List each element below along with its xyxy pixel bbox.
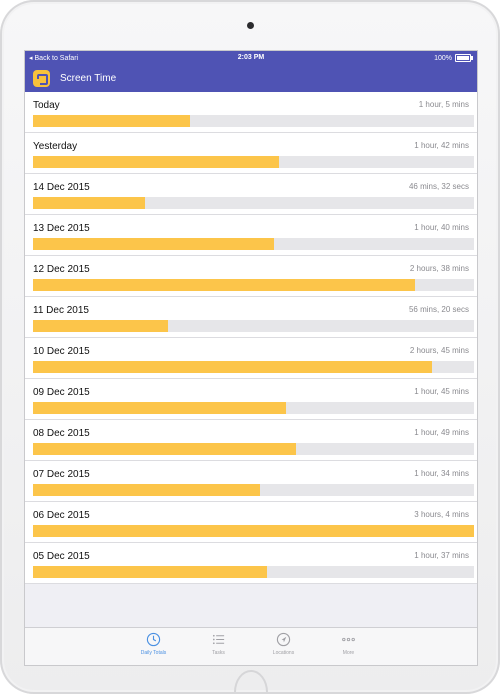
usage-bar-fill — [33, 156, 279, 168]
usage-bar-fill — [33, 197, 145, 209]
row-date: 06 Dec 2015 — [33, 510, 90, 521]
daily-total-row[interactable]: 05 Dec 2015 1 hour, 37 mins — [25, 543, 477, 584]
daily-total-row[interactable]: Yesterday 1 hour, 42 mins — [25, 133, 477, 174]
daily-total-row[interactable]: Today 1 hour, 5 mins — [25, 92, 477, 133]
usage-bar-fill — [33, 115, 190, 127]
tab-label: Tasks — [212, 650, 225, 656]
usage-bar-track — [33, 197, 474, 209]
home-button[interactable] — [234, 670, 268, 692]
row-date: Today — [33, 100, 60, 111]
row-duration: 3 hours, 4 mins — [414, 510, 469, 519]
row-duration: 1 hour, 34 mins — [414, 469, 469, 478]
usage-bar-track — [33, 443, 474, 455]
row-date: 05 Dec 2015 — [33, 551, 90, 562]
tab-tasks[interactable]: Tasks — [186, 628, 251, 665]
status-time: 2:03 PM — [237, 54, 265, 61]
row-duration: 1 hour, 40 mins — [414, 223, 469, 232]
screen-time-app-icon — [33, 70, 50, 87]
daily-total-row[interactable]: 07 Dec 2015 1 hour, 34 mins — [25, 461, 477, 502]
usage-bar-track — [33, 361, 474, 373]
daily-total-row[interactable]: 08 Dec 2015 1 hour, 49 mins — [25, 420, 477, 461]
row-duration: 46 mins, 32 secs — [408, 182, 469, 191]
back-to-safari-link[interactable]: ◂ Back to Safari — [29, 54, 79, 63]
daily-total-row[interactable]: 13 Dec 2015 1 hour, 40 mins — [25, 215, 477, 256]
page-title: Screen Time — [60, 73, 117, 84]
battery-percent: 100% — [434, 54, 452, 62]
daily-totals-list: Today 1 hour, 5 mins Yesterday 1 hour, 42 m… — [25, 92, 477, 584]
usage-bar-track — [33, 238, 474, 250]
row-duration: 56 mins, 20 secs — [408, 305, 469, 314]
row-duration: 1 hour, 49 mins — [414, 428, 469, 437]
status-bar: ◂ Back to Safari 2:03 PM 100% — [25, 51, 477, 65]
tab-bar: Daily Totals Tasks Locations — [25, 627, 477, 665]
daily-total-row[interactable]: 09 Dec 2015 1 hour, 45 mins — [25, 379, 477, 420]
usage-bar-track — [33, 566, 474, 578]
tab-daily-totals[interactable]: Daily Totals — [121, 628, 186, 665]
row-date: 10 Dec 2015 — [33, 346, 90, 357]
row-date: 14 Dec 2015 — [33, 182, 90, 193]
daily-total-row[interactable]: 06 Dec 2015 3 hours, 4 mins — [25, 502, 477, 543]
row-duration: 2 hours, 38 mins — [409, 264, 469, 273]
usage-bar-track — [33, 115, 474, 127]
usage-bar-fill — [33, 525, 474, 537]
tab-label: Locations — [272, 650, 295, 656]
usage-bar-fill — [33, 279, 415, 291]
nav-bar: Screen Time — [25, 65, 477, 92]
usage-bar-track — [33, 156, 474, 168]
row-date: 11 Dec 2015 — [33, 305, 89, 316]
tab-label: More — [342, 650, 355, 656]
list-icon — [212, 634, 225, 645]
usage-bar-fill — [33, 361, 432, 373]
daily-total-row[interactable]: 11 Dec 2015 56 mins, 20 secs — [25, 297, 477, 338]
usage-bar-fill — [33, 443, 296, 455]
usage-bar-fill — [33, 238, 275, 250]
row-date: 07 Dec 2015 — [33, 469, 90, 480]
location-arrow-icon — [276, 632, 291, 647]
row-date: 09 Dec 2015 — [33, 387, 90, 398]
tab-label: Daily Totals — [140, 650, 167, 656]
row-duration: 2 hours, 45 mins — [409, 346, 469, 355]
back-chevron-icon: ◂ — [29, 55, 33, 62]
usage-bar-fill — [33, 566, 267, 578]
usage-bar-track — [33, 484, 474, 496]
usage-bar-fill — [33, 320, 168, 332]
row-duration: 1 hour, 37 mins — [414, 551, 469, 560]
usage-bar-fill — [33, 402, 287, 414]
daily-total-row[interactable]: 10 Dec 2015 2 hours, 45 mins — [25, 338, 477, 379]
tab-locations[interactable]: Locations — [251, 628, 316, 665]
usage-bar-track — [33, 402, 474, 414]
more-dots-icon — [342, 637, 355, 642]
tab-more[interactable]: More — [316, 628, 381, 665]
camera — [247, 22, 254, 29]
battery-icon — [455, 54, 473, 62]
usage-bar-track — [33, 279, 474, 291]
row-date: 08 Dec 2015 — [33, 428, 90, 439]
clock-icon — [146, 632, 161, 647]
daily-total-row[interactable]: 12 Dec 2015 2 hours, 38 mins — [25, 256, 477, 297]
daily-total-row[interactable]: 14 Dec 2015 46 mins, 32 secs — [25, 174, 477, 215]
back-label: Back to Safari — [34, 54, 79, 62]
row-duration: 1 hour, 42 mins — [414, 141, 469, 150]
battery-indicator: 100% — [434, 54, 473, 62]
screen: ◂ Back to Safari 2:03 PM 100% Screen Tim… — [24, 50, 478, 666]
row-duration: 1 hour, 45 mins — [414, 387, 469, 396]
usage-bar-track — [33, 320, 474, 332]
usage-bar-fill — [33, 484, 260, 496]
usage-bar-track — [33, 525, 474, 537]
row-date: 12 Dec 2015 — [33, 264, 90, 275]
row-duration: 1 hour, 5 mins — [418, 100, 469, 109]
row-date: 13 Dec 2015 — [33, 223, 90, 234]
row-date: Yesterday — [33, 141, 78, 152]
